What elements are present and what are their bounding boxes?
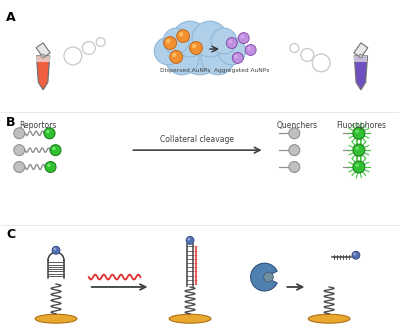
Polygon shape [36,56,50,62]
Circle shape [353,127,365,139]
Ellipse shape [169,314,211,323]
Text: Reportors: Reportors [19,122,57,131]
Circle shape [190,42,202,54]
Circle shape [289,145,300,156]
Circle shape [170,51,183,63]
Circle shape [355,147,359,150]
Ellipse shape [35,314,77,323]
Circle shape [177,30,190,43]
Circle shape [178,31,222,75]
Circle shape [44,128,55,139]
Circle shape [45,162,56,172]
Circle shape [47,164,50,167]
Circle shape [52,147,56,150]
Circle shape [179,32,183,36]
Circle shape [50,145,61,156]
Polygon shape [354,43,368,58]
Circle shape [352,251,360,259]
Circle shape [165,41,199,75]
Circle shape [166,39,170,43]
Circle shape [240,35,244,38]
Text: Collateral cleavage: Collateral cleavage [160,135,234,144]
Circle shape [353,161,365,173]
Circle shape [164,37,177,50]
Circle shape [154,37,182,65]
Circle shape [192,21,228,57]
Circle shape [54,248,56,250]
Circle shape [353,144,365,156]
Circle shape [14,128,25,139]
Circle shape [355,130,359,133]
Polygon shape [36,56,50,90]
Polygon shape [354,56,368,90]
Circle shape [232,53,243,63]
Circle shape [201,41,235,75]
Circle shape [14,162,25,172]
Circle shape [172,53,176,57]
Circle shape [228,40,232,43]
Circle shape [192,44,196,48]
Circle shape [186,236,194,244]
Circle shape [14,145,25,156]
Circle shape [226,38,237,49]
Circle shape [188,238,190,240]
Text: B: B [6,117,16,130]
Polygon shape [354,56,368,62]
Text: C: C [6,228,16,241]
Circle shape [163,28,189,54]
Ellipse shape [308,314,350,323]
Circle shape [218,37,246,65]
Text: Aggregated AuNPs: Aggregated AuNPs [214,68,269,73]
Circle shape [245,45,256,55]
Circle shape [359,54,363,58]
Wedge shape [251,263,277,291]
Text: Fluorophores: Fluorophores [336,122,386,131]
Circle shape [264,272,273,282]
Text: A: A [6,11,16,24]
Circle shape [234,55,238,58]
Circle shape [46,130,50,133]
Polygon shape [36,43,50,58]
Circle shape [172,21,208,57]
Circle shape [211,28,237,54]
Circle shape [41,54,45,58]
Circle shape [247,47,251,50]
Text: Dispersed AuNPs: Dispersed AuNPs [160,68,210,73]
Circle shape [289,162,300,172]
Circle shape [355,164,359,167]
Text: Quenchers: Quenchers [277,122,318,131]
Circle shape [353,253,356,255]
Circle shape [289,128,300,139]
Circle shape [52,246,60,254]
Circle shape [238,33,249,44]
